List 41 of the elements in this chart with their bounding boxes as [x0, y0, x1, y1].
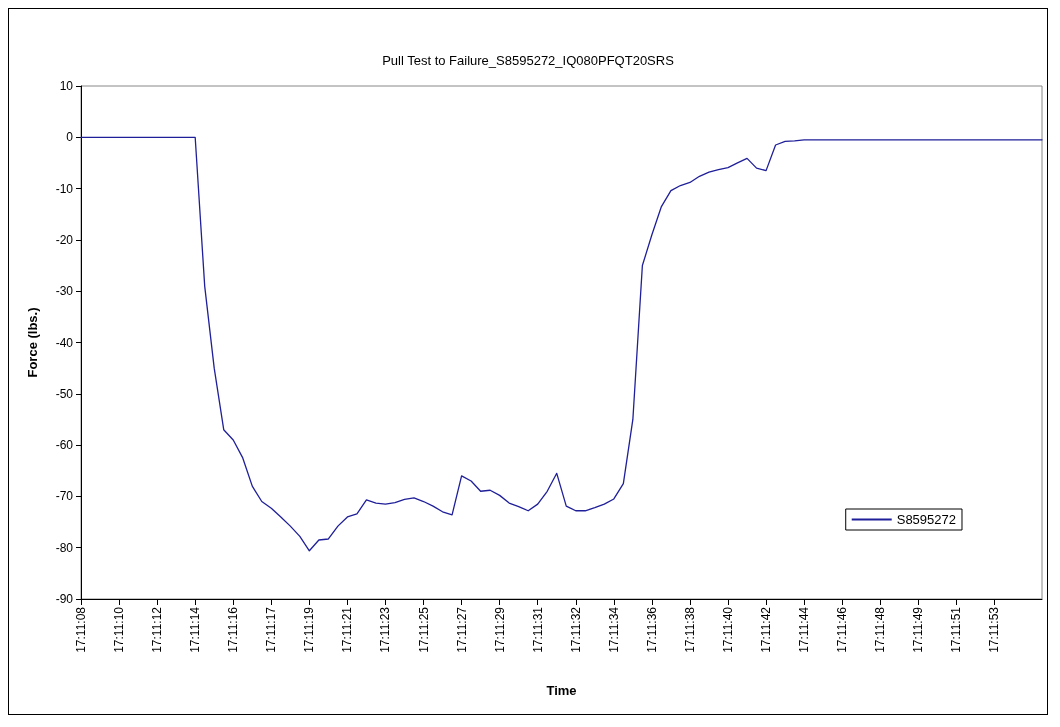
- y-tick-label: -30: [55, 284, 74, 299]
- x-tick-label: 17:11:27: [454, 606, 469, 653]
- x-tick-label: 17:11:19: [302, 606, 317, 653]
- x-tick-label: 17:11:10: [112, 606, 127, 653]
- y-tick-label: 10: [59, 79, 74, 93]
- x-axis-title: Time: [546, 683, 577, 698]
- x-tick-label: 17:11:29: [492, 606, 507, 653]
- x-tick-label: 17:11:53: [987, 606, 1002, 653]
- x-tick-label: 17:11:25: [416, 606, 431, 653]
- y-tick-label: -60: [55, 438, 74, 453]
- y-tick-label: -50: [55, 386, 74, 401]
- y-tick-label: -80: [55, 540, 74, 555]
- x-tick-label: 17:11:46: [835, 606, 850, 653]
- x-tick-label: 17:11:17: [264, 606, 279, 653]
- x-tick-label: 17:11:34: [606, 606, 621, 653]
- x-tick-label: 17:11:36: [644, 606, 659, 653]
- x-tick-label: 17:11:32: [568, 606, 583, 653]
- x-tick-label: 17:11:12: [150, 606, 165, 653]
- chart-title: Pull Test to Failure_S8595272_IQ080PFQT20SRS: [382, 53, 675, 68]
- x-tick-label: 17:11:44: [797, 606, 812, 653]
- x-tick-label: 17:11:14: [188, 606, 203, 653]
- x-tick-label: 17:11:08: [74, 606, 88, 653]
- x-tick-label: 17:11:40: [721, 606, 736, 653]
- legend-label: S8595272: [896, 512, 956, 527]
- x-tick-label: 17:11:23: [378, 606, 393, 653]
- x-tick-label: 17:11:42: [759, 606, 774, 653]
- y-tick-label: -40: [55, 335, 74, 350]
- x-tick-label: 17:11:16: [226, 606, 241, 653]
- y-tick-label: -20: [55, 232, 74, 247]
- y-axis-title: Force (lbs.): [25, 307, 40, 378]
- y-tick-label: -90: [55, 592, 74, 606]
- line-series: [80, 136, 1043, 552]
- y-tick-label: -10: [55, 181, 74, 196]
- x-tick-label: 17:11:21: [340, 606, 355, 653]
- x-tick-label: 17:11:38: [682, 606, 697, 653]
- x-tick-label: 17:11:49: [911, 606, 926, 653]
- x-tick-label: 17:11:51: [949, 606, 964, 653]
- x-tick-label: 17:11:48: [873, 606, 888, 653]
- y-tick-label: -70: [55, 489, 74, 504]
- y-tick-label: 0: [66, 130, 74, 145]
- x-tick-label: 17:11:31: [530, 606, 545, 653]
